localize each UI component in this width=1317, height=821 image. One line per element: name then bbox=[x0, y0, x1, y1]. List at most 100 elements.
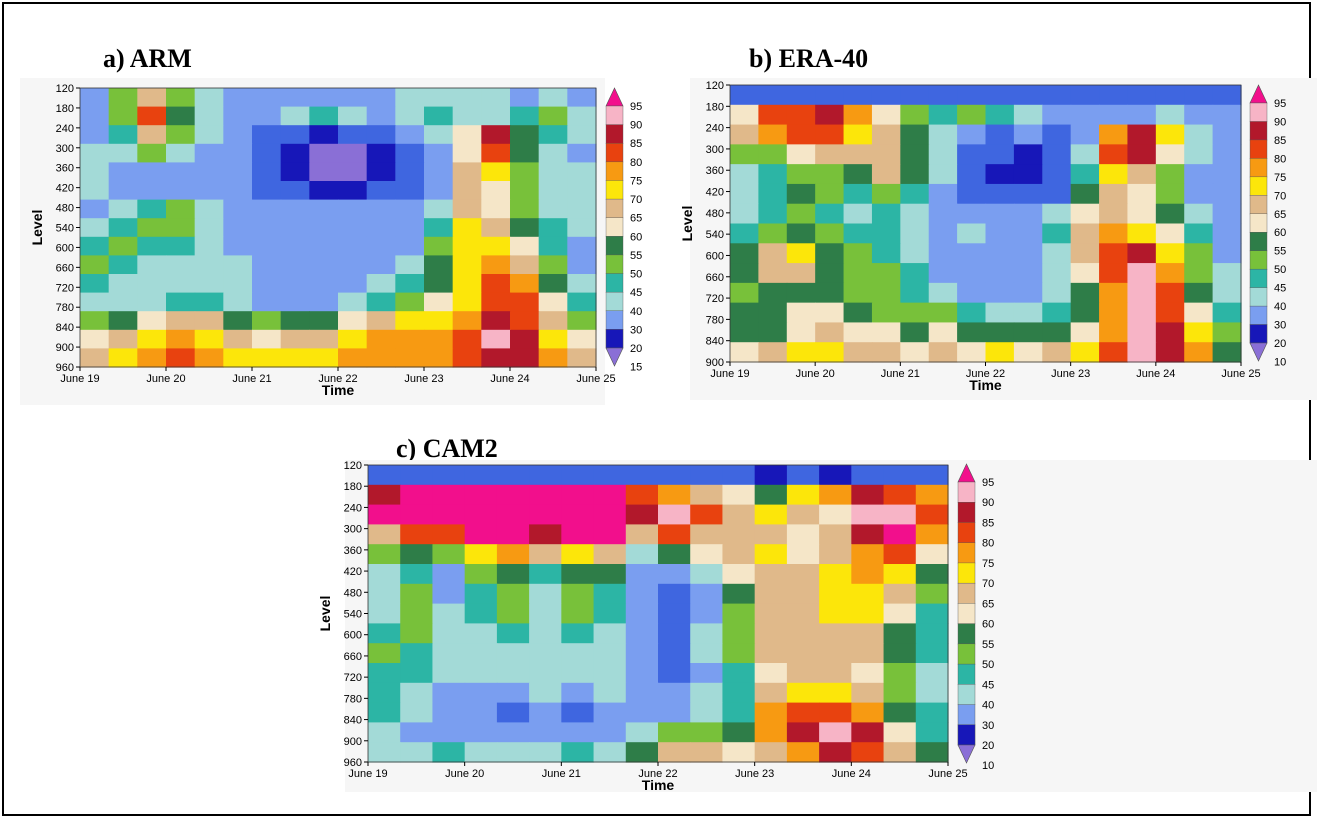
heatmap-cell bbox=[194, 236, 224, 256]
y-tick-label: 900 bbox=[56, 342, 74, 354]
heatmap-cell bbox=[1042, 263, 1072, 284]
colorbar-segment bbox=[1249, 213, 1268, 233]
heatmap-cell bbox=[1070, 322, 1100, 343]
heatmap-cell bbox=[137, 348, 167, 368]
heatmap-cell bbox=[567, 274, 597, 294]
heatmap-cell bbox=[625, 465, 659, 486]
heatmap-cell bbox=[80, 199, 110, 219]
heatmap-cell bbox=[366, 88, 396, 108]
heatmap-cell bbox=[561, 663, 595, 684]
y-tick-label: 900 bbox=[344, 736, 362, 748]
heatmap-cell bbox=[1184, 203, 1214, 225]
y-tick-label: 600 bbox=[56, 242, 74, 254]
heatmap-cell bbox=[730, 282, 759, 304]
heatmap-cell bbox=[843, 282, 873, 304]
x-tick-label: June 19 bbox=[710, 368, 749, 380]
colorbar-label: 90 bbox=[630, 120, 642, 132]
colorbar-label: 65 bbox=[1274, 209, 1286, 221]
heatmap-cell bbox=[819, 643, 852, 664]
heatmap-cell bbox=[1013, 302, 1043, 324]
heatmap-cell bbox=[194, 106, 224, 126]
heatmap-cell bbox=[843, 183, 873, 205]
colorbar: 95 90 85 80 75 70 65 60 55 50 45 40 30 20 15 bbox=[605, 87, 642, 374]
heatmap-cell bbox=[529, 742, 562, 763]
heatmap-cell bbox=[366, 143, 396, 163]
heatmap-cell bbox=[464, 722, 498, 743]
heatmap-cell bbox=[368, 524, 401, 545]
heatmap-cell bbox=[432, 742, 466, 763]
heatmap-cell bbox=[510, 181, 540, 201]
heatmap-cell bbox=[819, 465, 852, 486]
colorbar-segment bbox=[605, 291, 624, 312]
heatmap-cell bbox=[395, 199, 425, 219]
colorbar-segment bbox=[957, 603, 976, 625]
heatmap-cell bbox=[786, 203, 816, 225]
heatmap-cell bbox=[758, 282, 788, 304]
heatmap-cell bbox=[1099, 183, 1129, 205]
heatmap-cell bbox=[424, 162, 454, 182]
heatmap-cell bbox=[883, 583, 917, 605]
heatmap-cell bbox=[1184, 104, 1214, 126]
y-tick-label: 960 bbox=[56, 362, 74, 374]
heatmap-cell bbox=[424, 199, 454, 219]
y-tick-label: 180 bbox=[706, 101, 724, 113]
heatmap-cell bbox=[510, 106, 540, 126]
heatmap-cell bbox=[424, 274, 454, 294]
heatmap-cell bbox=[366, 106, 396, 126]
heatmap-cell bbox=[851, 663, 885, 684]
heatmap-cell bbox=[658, 682, 691, 704]
heatmap-cell bbox=[915, 623, 949, 644]
heatmap-cell bbox=[481, 329, 511, 349]
colorbar-segment bbox=[1249, 305, 1268, 326]
colorbar-label: 55 bbox=[982, 639, 994, 651]
x-tick-label: June 20 bbox=[146, 373, 185, 385]
heatmap-cell bbox=[510, 348, 540, 368]
heatmap-cell bbox=[815, 223, 845, 244]
heatmap-cell bbox=[510, 218, 540, 238]
heatmap-cell bbox=[1155, 322, 1185, 343]
heatmap-cell bbox=[815, 342, 845, 363]
colorbar-segment bbox=[957, 582, 976, 604]
heatmap-cell bbox=[137, 162, 167, 182]
heatmap-cell bbox=[538, 125, 568, 145]
heatmap-cell bbox=[1013, 183, 1043, 205]
heatmap-cell bbox=[985, 144, 1015, 165]
heatmap-cell bbox=[1013, 322, 1043, 343]
colorbar-segment bbox=[1249, 195, 1268, 215]
x-tick-label: June 19 bbox=[60, 373, 99, 385]
heatmap-cell bbox=[957, 203, 987, 225]
heatmap-cell bbox=[309, 181, 339, 201]
heatmap-cell bbox=[815, 124, 845, 145]
heatmap-cell bbox=[194, 199, 224, 219]
heatmap-cell bbox=[1099, 164, 1129, 185]
heatmap-cell bbox=[690, 603, 724, 624]
heatmap-cell bbox=[871, 124, 901, 145]
heatmap-cell bbox=[883, 663, 917, 684]
heatmap-cell bbox=[957, 144, 987, 165]
heatmap-cell bbox=[194, 329, 224, 349]
colorbar-min-triangle bbox=[1249, 342, 1268, 362]
heatmap-cell bbox=[452, 311, 482, 331]
heatmap-cell bbox=[309, 218, 339, 238]
heatmap-cell bbox=[567, 88, 597, 108]
heatmap-cell bbox=[338, 162, 368, 182]
heatmap-cell bbox=[883, 702, 917, 723]
heatmap-cell bbox=[900, 322, 930, 343]
heatmap-cell bbox=[883, 465, 917, 486]
heatmap-cell bbox=[366, 236, 396, 256]
heatmap-cell bbox=[567, 292, 597, 312]
heatmap-cell bbox=[815, 282, 845, 304]
heatmap-cell bbox=[625, 544, 659, 565]
heatmap-cell bbox=[567, 125, 597, 145]
colorbar-label: 45 bbox=[630, 287, 642, 299]
heatmap-cell bbox=[786, 302, 816, 324]
heatmap-cell bbox=[1127, 282, 1157, 304]
heatmap-cell bbox=[883, 623, 917, 644]
heatmap-cell bbox=[538, 311, 568, 331]
heatmap-cell bbox=[1042, 164, 1072, 185]
y-tick-label: 600 bbox=[706, 250, 724, 262]
heatmap-cell bbox=[108, 181, 138, 201]
heatmap-cell bbox=[496, 504, 530, 525]
heatmap-cell bbox=[464, 504, 498, 525]
heatmap-cell bbox=[223, 236, 253, 256]
